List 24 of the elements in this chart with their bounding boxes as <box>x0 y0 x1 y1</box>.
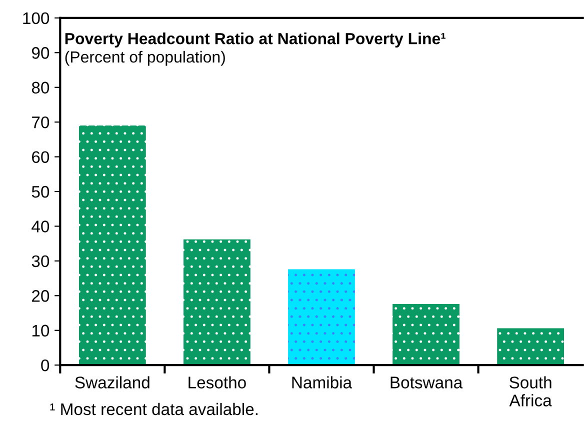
x-tick-label: Lesotho <box>188 376 246 388</box>
x-tick-label: Namibia <box>292 376 352 388</box>
text: Poverty Headcount Ratio at National Poverty Line¹ <box>65 32 446 48</box>
y-tick-label: 90 <box>32 47 50 59</box>
y-tick-label: 80 <box>32 82 50 94</box>
y-tick-label: 70 <box>32 116 50 128</box>
y-tick-label: 10 <box>32 324 50 337</box>
y-tick-label: 50 <box>32 186 50 198</box>
y-tick-label: 20 <box>32 290 50 302</box>
bar <box>392 304 460 366</box>
x-tick-label: South Africa <box>509 376 552 406</box>
bar <box>184 239 250 366</box>
y-tick-label: 30 <box>32 255 50 268</box>
bar <box>288 269 355 366</box>
x-tick-label: Botswana <box>390 376 463 388</box>
y-tick-label: 60 <box>32 151 50 163</box>
bar <box>78 126 146 366</box>
y-tick-label: 100 <box>23 12 50 24</box>
bar <box>497 328 564 366</box>
text: ¹ Most recent data available. <box>50 402 258 416</box>
y-tick-label: 40 <box>32 220 50 232</box>
y-tick-label: 0 <box>41 359 50 372</box>
x-tick-label: Swaziland <box>75 376 150 388</box>
text: (Percent of population) <box>65 50 225 66</box>
